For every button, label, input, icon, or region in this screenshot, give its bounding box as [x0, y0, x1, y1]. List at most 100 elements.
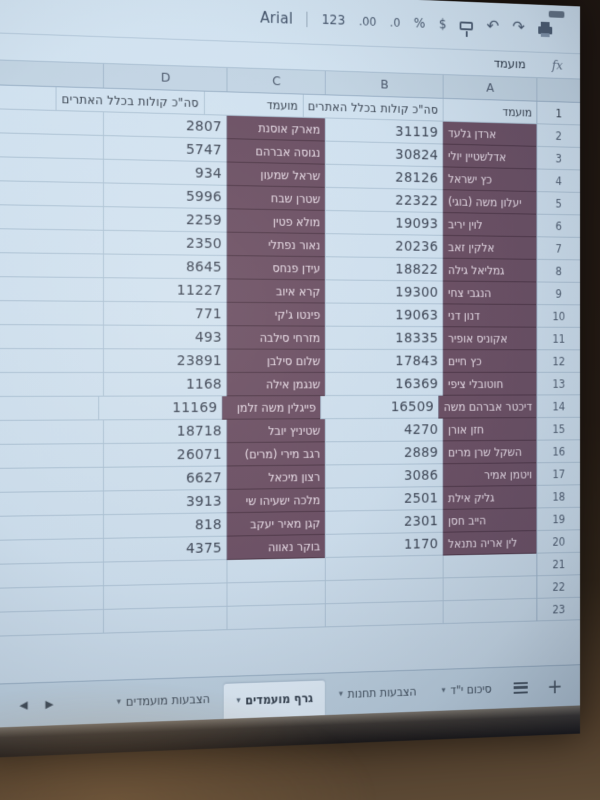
candidate-cell-a[interactable]: לין אריה נתנאל [442, 531, 537, 556]
votes-cell-b[interactable]: 31119 [324, 118, 443, 145]
candidate-cell-a[interactable] [442, 576, 537, 602]
votes-cell-d[interactable]: 934 [102, 159, 227, 186]
votes-cell-b[interactable]: 30824 [324, 141, 443, 168]
row-number[interactable]: 18 [536, 485, 581, 509]
votes-cell-b[interactable]: 19063 [324, 303, 443, 328]
candidate-cell-a[interactable]: אדלשטיין יולי [442, 144, 537, 170]
votes-cell-d[interactable]: 2807 [102, 112, 227, 140]
empty-cell[interactable] [0, 325, 103, 350]
row-number[interactable]: 11 [536, 327, 581, 351]
row-number[interactable]: 9 [536, 282, 581, 306]
candidate-cell-c[interactable] [226, 604, 325, 631]
empty-cell[interactable] [0, 444, 103, 469]
row-number[interactable]: 23 [536, 597, 581, 622]
empty-cell[interactable] [0, 515, 103, 541]
empty-cell[interactable] [0, 586, 103, 613]
row-number[interactable]: 19 [536, 507, 581, 532]
chevron-down-icon[interactable]: ▾ [338, 688, 343, 699]
row-number[interactable]: 2 [536, 124, 581, 148]
candidate-cell-c[interactable]: רצון מיכאל [226, 465, 325, 490]
font-selector[interactable]: Arial [260, 8, 294, 28]
chevron-down-icon[interactable]: ▾ [116, 696, 121, 707]
decrease-decimal-button[interactable]: .00 [358, 14, 377, 29]
redo-icon[interactable]: ↷ [512, 17, 525, 38]
candidate-cell-c[interactable] [226, 557, 325, 584]
candidate-cell-a[interactable]: אקוניס אופיר [442, 327, 537, 351]
candidate-cell-a[interactable] [442, 553, 537, 579]
row-number[interactable]: 15 [536, 417, 581, 441]
votes-cell-b[interactable]: 2501 [324, 487, 443, 512]
candidate-cell-c[interactable]: שטיניץ יובל [226, 419, 325, 444]
paint-format-icon[interactable] [459, 20, 474, 31]
column-header-a[interactable]: A [442, 75, 537, 101]
empty-cell[interactable] [0, 420, 103, 445]
increase-decimal-button[interactable]: .0 [389, 15, 401, 30]
add-sheet-button[interactable]: + [547, 674, 563, 698]
candidate-cell-a[interactable]: כץ חיים [442, 350, 537, 373]
empty-cell[interactable] [0, 229, 103, 255]
votes-cell-d[interactable]: 23891 [102, 349, 227, 373]
votes-cell-d[interactable]: 5996 [102, 183, 227, 210]
votes-cell-b[interactable] [324, 601, 443, 628]
votes-cell-d[interactable]: 26071 [102, 443, 227, 468]
number-format-button[interactable]: 123 [321, 12, 346, 29]
candidate-cell-c[interactable]: מזרחי סילבה [226, 326, 325, 350]
votes-cell-b[interactable]: 16369 [324, 372, 443, 397]
candidate-cell-a[interactable]: הייב חסן [442, 508, 537, 533]
candidate-cell-c[interactable]: מועמד [203, 91, 303, 118]
empty-cell[interactable] [0, 253, 103, 279]
empty-cell[interactable] [0, 349, 103, 373]
percent-format-button[interactable]: % [413, 15, 426, 32]
tab-graf-muamadim[interactable]: גרף מועמדים ▾ [224, 680, 326, 719]
candidate-cell-a[interactable]: חוטובלי ציפי [442, 372, 537, 396]
empty-cell[interactable] [0, 562, 103, 589]
candidate-cell-c[interactable]: פינטו ג'קי [226, 302, 325, 327]
votes-cell-b[interactable] [324, 578, 443, 605]
candidate-cell-c[interactable]: שטרן שבח [226, 185, 325, 211]
votes-cell-b[interactable]: 18335 [324, 326, 443, 351]
row-number[interactable]: 4 [536, 169, 581, 193]
candidate-cell-c[interactable]: מארק אוסנת [226, 115, 325, 142]
candidate-cell-c[interactable]: נאור נפתלי [226, 232, 325, 258]
votes-cell-d[interactable]: 771 [102, 301, 227, 327]
candidate-cell-c[interactable]: מולא פטין [226, 209, 325, 235]
empty-cell[interactable] [0, 277, 103, 302]
votes-cell-d[interactable]: 493 [102, 325, 227, 350]
column-header-d[interactable]: D [102, 63, 227, 92]
votes-cell-d[interactable]: 2350 [102, 230, 227, 256]
candidate-cell-a[interactable]: מועמד [442, 98, 537, 125]
row-number[interactable]: 1 [536, 101, 581, 126]
candidate-cell-c[interactable]: נגוסה אברהם [226, 139, 325, 165]
votes-cell-d[interactable]: 1168 [102, 372, 227, 397]
votes-cell-d[interactable]: 11227 [102, 278, 227, 303]
votes-cell-b[interactable]: 2889 [324, 441, 443, 466]
votes-cell-b[interactable]: 16509 [320, 395, 439, 420]
votes-cell-d[interactable]: 5747 [102, 135, 227, 163]
votes-cell-d[interactable] [102, 606, 227, 634]
votes-cell-d[interactable] [102, 560, 227, 587]
row-number[interactable]: 20 [536, 530, 581, 554]
column-header-c[interactable]: C [226, 67, 325, 95]
candidate-cell-a[interactable]: חזן אורן [442, 418, 537, 442]
empty-cell[interactable] [0, 467, 103, 493]
votes-cell-b[interactable]: 20236 [324, 234, 443, 259]
votes-cell-b[interactable]: 17843 [324, 349, 443, 373]
empty-cell[interactable] [0, 109, 103, 136]
corner-cell[interactable] [536, 78, 581, 102]
candidate-cell-a[interactable]: הנגבי צחי [442, 281, 537, 306]
candidate-cell-a[interactable]: דנון דני [442, 304, 537, 328]
tab-sikum-yd[interactable]: סיכום י"ד ▾ [430, 668, 503, 711]
empty-cell[interactable] [0, 157, 103, 184]
all-sheets-menu-icon[interactable] [513, 681, 528, 694]
empty-cell[interactable] [0, 372, 103, 397]
candidate-cell-a[interactable]: גמליאל גילה [442, 258, 537, 283]
votes-cell-d[interactable]: 11169 [98, 396, 223, 421]
nav-right-icon[interactable]: ▶ [45, 697, 54, 711]
row-number[interactable]: 8 [536, 259, 581, 283]
empty-cell[interactable] [0, 85, 56, 111]
votes-cell-b[interactable]: 3086 [324, 464, 443, 489]
empty-cell[interactable] [0, 181, 103, 208]
votes-cell-d[interactable]: 2259 [102, 207, 227, 233]
candidate-cell-a[interactable]: לוין יריב [442, 212, 537, 238]
tab-hatzbaot-tahanot[interactable]: הצבעות תחנות ▾ [327, 670, 428, 715]
